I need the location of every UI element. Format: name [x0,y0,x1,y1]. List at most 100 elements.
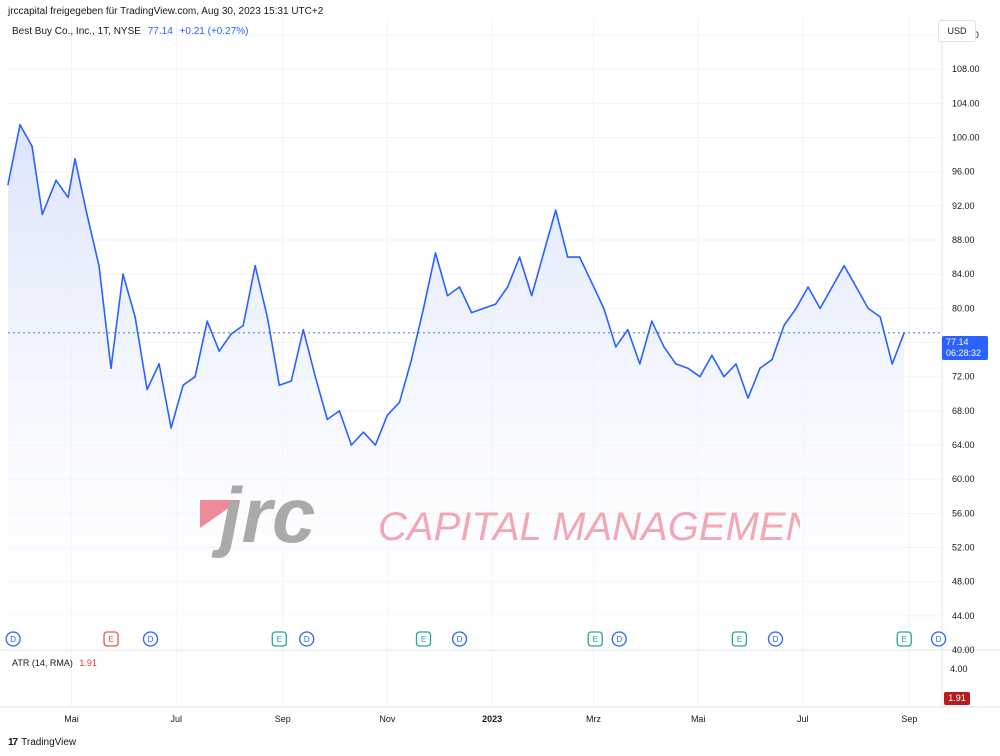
price-point [182,384,184,387]
price-point [86,213,88,216]
symbol-legend[interactable]: Best Buy Co., Inc., 1T, NYSE 77.14 +0.21… [12,26,248,37]
price-point [206,320,208,322]
price-point [687,367,689,369]
event-marker-label: E [737,635,742,644]
price-point [98,264,100,267]
atr-value: 1.91 [79,658,97,668]
event-marker-label: D [148,635,154,644]
price-point [819,307,821,310]
price-point [194,375,196,378]
price-point [494,303,497,305]
dividend-marker[interactable]: D [299,631,315,647]
dividend-marker[interactable]: D [142,631,159,647]
y-tick-label: 96.00 [952,167,975,177]
dividend-marker[interactable]: D [5,631,21,647]
price-point [410,358,413,361]
event-marker-label: D [304,635,310,644]
event-marker-label: E [593,635,598,644]
price-point [7,183,9,186]
currency-button[interactable]: USD [938,20,976,42]
footer: 17 TradingView [8,737,76,748]
price-point [470,311,473,314]
price-point [326,418,329,421]
y-tick-label: 108.00 [952,64,980,74]
price-point [627,328,629,331]
price-point [867,307,869,310]
earnings-marker[interactable]: E [731,631,748,647]
earnings-marker[interactable]: E [271,631,287,647]
publish-line: jrccapital freigegeben für TradingView.c… [8,6,324,17]
price-point [350,444,353,446]
price-area-fill [8,124,905,651]
earnings-marker[interactable]: E [103,631,119,647]
price-point [67,196,69,199]
event-marker-label: D [616,635,622,644]
price-tag-value: 77.14 [946,337,969,347]
price-point [158,363,160,365]
y-tick-label: 72.00 [952,372,975,382]
dividend-marker[interactable]: D [611,631,627,647]
price-point [482,307,485,310]
atr-legend[interactable]: ATR (14, RMA) 1.91 [12,658,97,668]
price-point [759,367,761,369]
price-point [530,294,533,297]
price-point [651,320,653,322]
price-change: +0.21 (+0.27%) [179,26,249,37]
price-point [218,350,220,352]
price-point [518,256,521,258]
price-tag: 77.14 06:28:32 [942,336,988,360]
atr-label: ATR (14, RMA) [12,658,73,668]
earnings-marker[interactable]: E [896,631,912,647]
x-tick-label: Mai [691,714,706,724]
price-tag-countdown: 06:28:32 [946,348,982,358]
price-point [146,388,148,391]
y-tick-label: 92.00 [952,201,975,211]
price-point [843,264,845,267]
price-point [663,346,665,348]
event-marker-label: E [421,635,426,644]
earnings-marker[interactable]: E [415,631,432,647]
dividend-marker[interactable]: D [451,631,468,647]
event-marker-label: D [773,635,779,644]
event-marker-label: D [457,635,463,644]
dividend-marker[interactable]: D [930,631,947,647]
price-area [7,123,942,651]
price-point [639,363,641,365]
earnings-marker[interactable]: E [587,631,603,647]
dividend-marker[interactable]: D [767,631,784,647]
price-point [699,375,701,378]
price-point [675,363,677,365]
y-tick-label: 44.00 [952,611,975,621]
price-point [795,307,797,310]
price-point [266,316,269,318]
y-tick-label: 56.00 [952,508,975,518]
y-tick-label: 80.00 [952,303,975,313]
price-point [278,384,281,387]
price-point [314,375,317,378]
price-point [590,281,593,284]
x-tick-label: Sep [275,714,291,724]
price-point [55,179,57,182]
y-tick-label: 84.00 [952,269,975,279]
event-marker-label: D [10,635,16,644]
atr-value-tag: 1.91 [944,692,970,705]
price-point [170,427,172,429]
y-tick-label: 104.00 [952,98,980,108]
x-tick-label: Jul [170,714,182,724]
price-point [230,333,232,335]
price-point [614,346,617,348]
price-point [711,354,713,357]
price-point [398,401,401,404]
price-point [362,431,365,434]
price-point [855,286,857,288]
x-tick-label: Mrz [586,714,601,724]
atr-tick: 4.00 [950,664,968,674]
price-point [458,286,461,288]
event-marker-label: E [108,635,113,644]
price-point [723,375,725,378]
tradingview-logo-icon: 17 [8,737,18,748]
price-point [554,209,557,211]
y-tick-label: 88.00 [952,235,975,245]
